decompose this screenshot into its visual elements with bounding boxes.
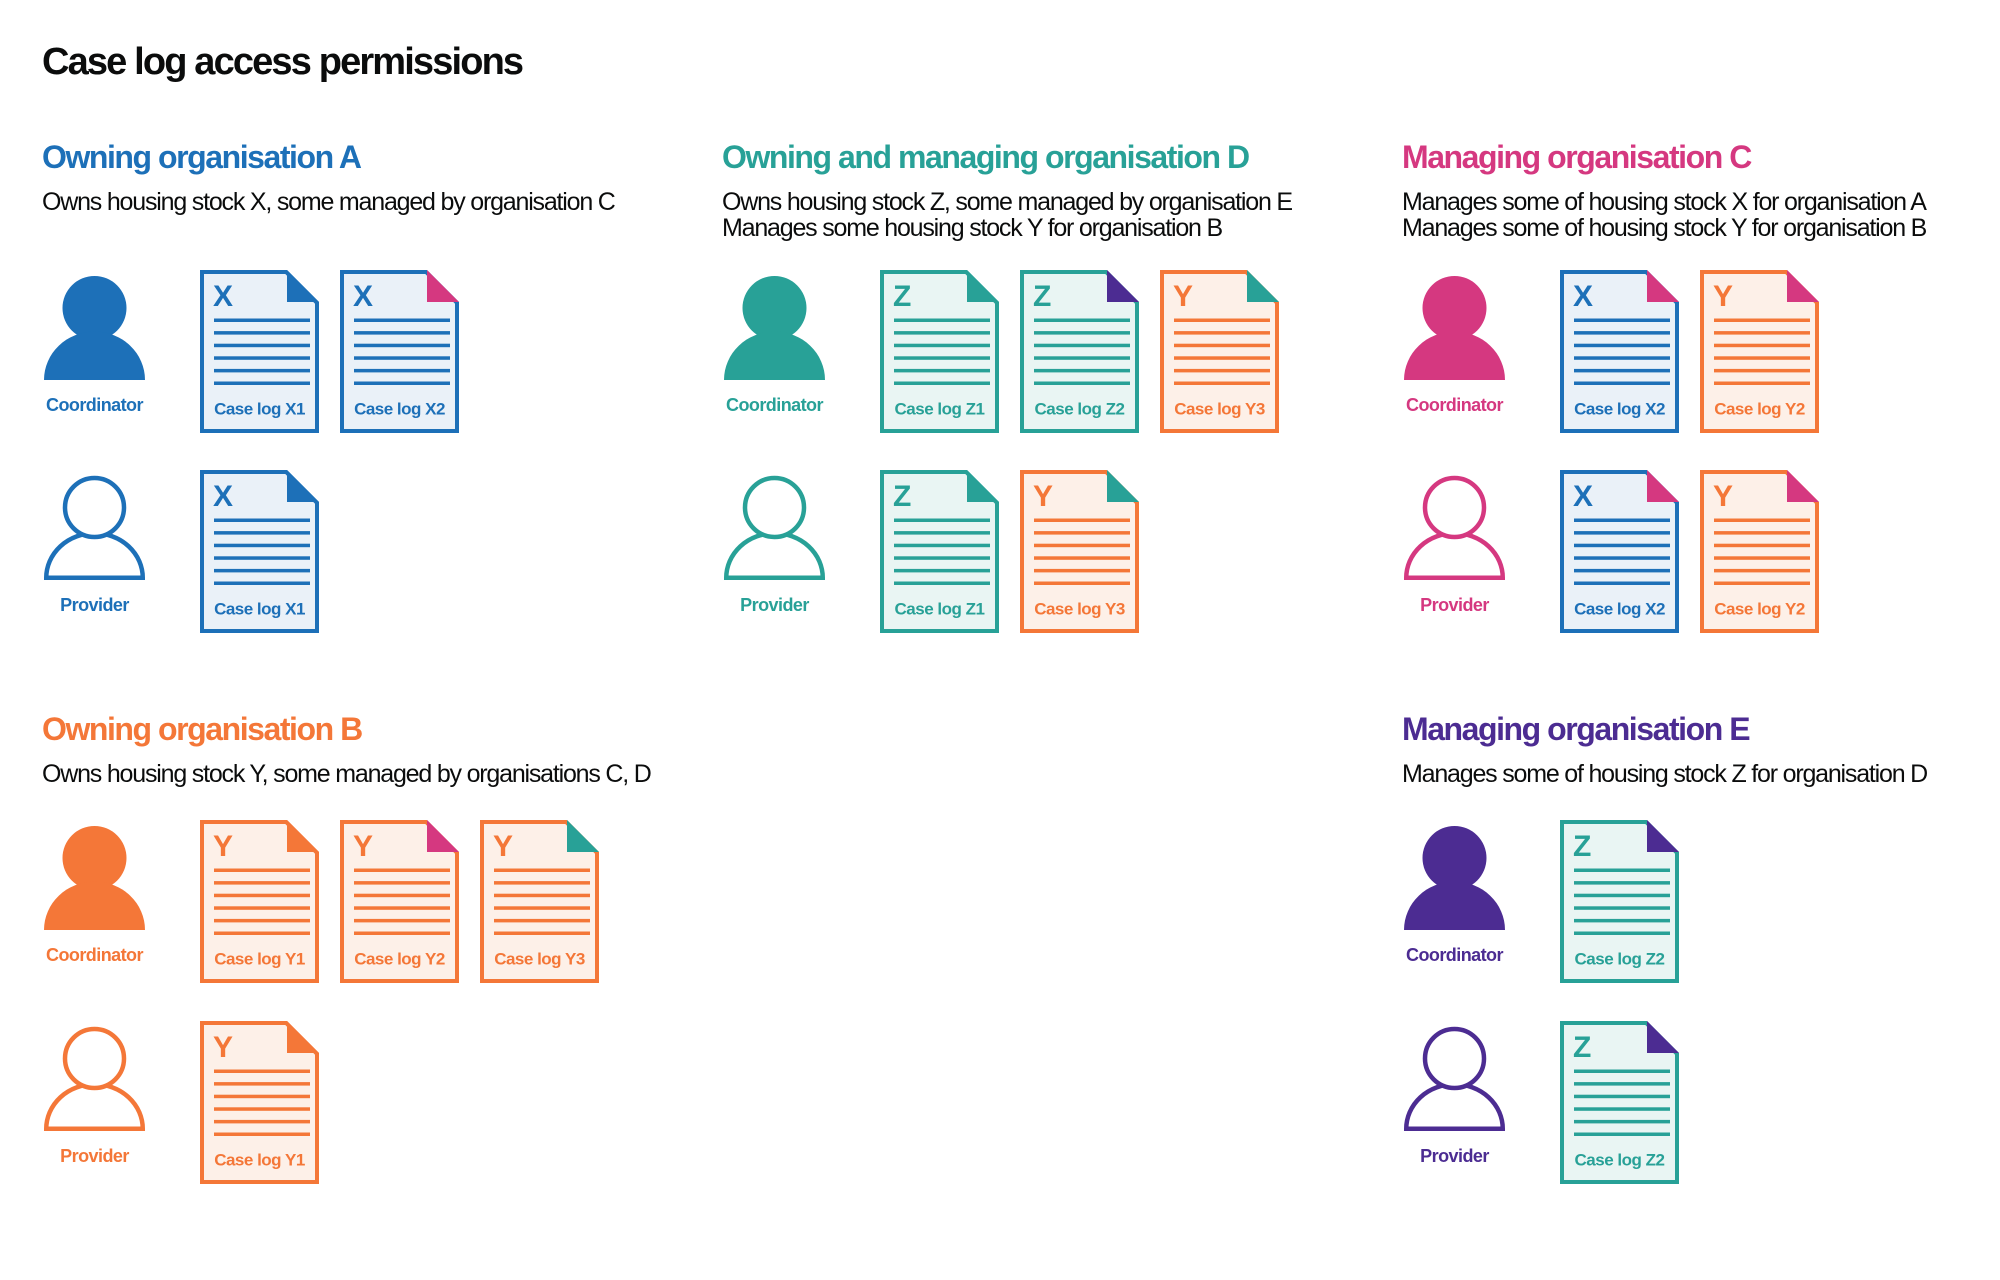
svg-text:Case log Z2: Case log Z2 xyxy=(1035,400,1125,419)
svg-text:Z: Z xyxy=(893,280,911,313)
svg-text:Case log Z1: Case log Z1 xyxy=(895,600,985,619)
svg-text:Y: Y xyxy=(353,830,373,863)
svg-text:Case log X2: Case log X2 xyxy=(354,400,445,419)
svg-text:X: X xyxy=(213,480,233,513)
svg-text:Case log X2: Case log X2 xyxy=(1574,400,1665,419)
svg-text:Y: Y xyxy=(1033,480,1053,513)
svg-text:Y: Y xyxy=(213,1031,233,1064)
svg-text:Case log Z2: Case log Z2 xyxy=(1575,1151,1665,1170)
svg-text:Case log Z1: Case log Z1 xyxy=(895,400,985,419)
svg-text:Case log Y1: Case log Y1 xyxy=(214,1151,305,1170)
svg-text:Z: Z xyxy=(893,480,911,513)
svg-text:X: X xyxy=(353,280,373,313)
svg-text:Case log X1: Case log X1 xyxy=(214,600,305,619)
svg-text:Y: Y xyxy=(1173,280,1193,313)
svg-text:Case log Y2: Case log Y2 xyxy=(1714,600,1805,619)
svg-text:Case log Y3: Case log Y3 xyxy=(1034,600,1125,619)
svg-text:Case log Y3: Case log Y3 xyxy=(1174,400,1265,419)
svg-text:Y: Y xyxy=(213,830,233,863)
svg-text:X: X xyxy=(213,280,233,313)
svg-text:Case log X2: Case log X2 xyxy=(1574,600,1665,619)
svg-text:Case log Z2: Case log Z2 xyxy=(1575,950,1665,969)
svg-text:Y: Y xyxy=(493,830,513,863)
svg-text:X: X xyxy=(1573,280,1593,313)
svg-text:Z: Z xyxy=(1033,280,1051,313)
svg-text:Case log Y3: Case log Y3 xyxy=(494,950,585,969)
svg-text:Case log Y2: Case log Y2 xyxy=(354,950,445,969)
svg-text:Z: Z xyxy=(1573,1031,1591,1064)
svg-text:Y: Y xyxy=(1713,480,1733,513)
svg-text:X: X xyxy=(1573,480,1593,513)
svg-text:Case log Y2: Case log Y2 xyxy=(1714,400,1805,419)
svg-text:Case log X1: Case log X1 xyxy=(214,400,305,419)
svg-text:Z: Z xyxy=(1573,830,1591,863)
svg-text:Y: Y xyxy=(1713,280,1733,313)
svg-text:Case log Y1: Case log Y1 xyxy=(214,950,305,969)
